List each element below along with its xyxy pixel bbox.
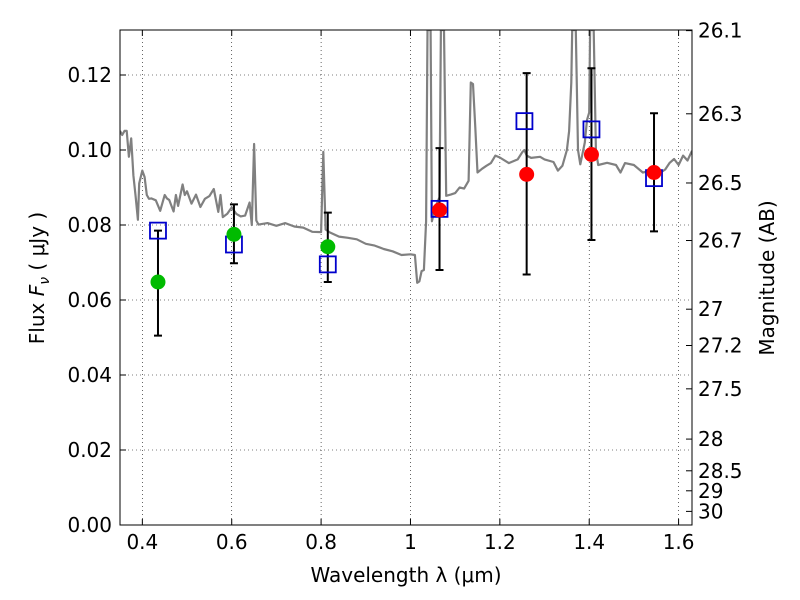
y2-axis-label: Magnitude (AB) — [755, 200, 779, 355]
series-layer — [120, 30, 692, 337]
y2-tick-label: 28.5 — [698, 459, 743, 483]
data-point — [150, 274, 166, 290]
spectrum-line — [120, 30, 692, 284]
data-point — [646, 165, 662, 180]
x-tick-label: 1.6 — [663, 530, 695, 554]
model-square-point — [515, 112, 534, 131]
y-tick-label: 0.12 — [67, 63, 112, 87]
y2-tick-label: 26.7 — [698, 229, 743, 253]
y2-tick-label: 29 — [698, 479, 723, 503]
data-point — [432, 202, 448, 218]
x-tick-label: 1.4 — [573, 530, 605, 554]
y2-tick-label: 27 — [698, 297, 723, 321]
y-tick-label: 0.10 — [67, 138, 112, 162]
y-axis-label-prefix: Flux — [25, 296, 49, 344]
model-square-point — [149, 221, 167, 240]
plot-frame — [119, 29, 693, 526]
y2-tick-label: 27.5 — [698, 377, 743, 401]
y2-tick-label: 27.2 — [698, 334, 743, 358]
model-square-point — [582, 120, 601, 139]
y2-tick-label: 26.3 — [698, 102, 743, 126]
x-tick-label: 1.2 — [484, 530, 516, 554]
x-tick-label: 1 — [404, 530, 417, 554]
y-axis-label-symbol: F — [25, 284, 49, 296]
data-point — [320, 239, 336, 255]
x-tick-label: 0.8 — [305, 530, 337, 554]
data-point — [583, 147, 599, 162]
y-axis-label-units: ( μJy ) — [25, 212, 49, 277]
y2-tick-label: 30 — [698, 499, 723, 523]
y-axis-label: Flux Fν ( μJy ) — [25, 212, 53, 344]
y-tick-label: 0.04 — [67, 363, 112, 387]
data-point — [226, 226, 242, 242]
y-tick-label: 0.06 — [67, 288, 112, 312]
x-tick-label: 0.4 — [126, 530, 158, 554]
x-tick-label: 0.6 — [216, 530, 248, 554]
model-square-point — [318, 255, 337, 274]
y2-tick-label: 28 — [698, 427, 723, 451]
x-axis-label: Wavelength λ (μm) — [310, 563, 501, 587]
y-tick-label: 0.08 — [67, 213, 112, 237]
y-tick-label: 0.00 — [67, 513, 112, 537]
y-axis-label-subscript: ν — [37, 277, 53, 285]
y-tick-label: 0.02 — [67, 438, 112, 462]
y2-tick-label: 26.1 — [698, 19, 743, 43]
data-point — [519, 166, 535, 182]
ticks: 0.4 0.6 0.8 1 1.2 1.4 1.6 0.00 0.02 0.04 0.06 0.08 0… — [67, 19, 742, 554]
y2-tick-label: 26.5 — [698, 171, 743, 195]
